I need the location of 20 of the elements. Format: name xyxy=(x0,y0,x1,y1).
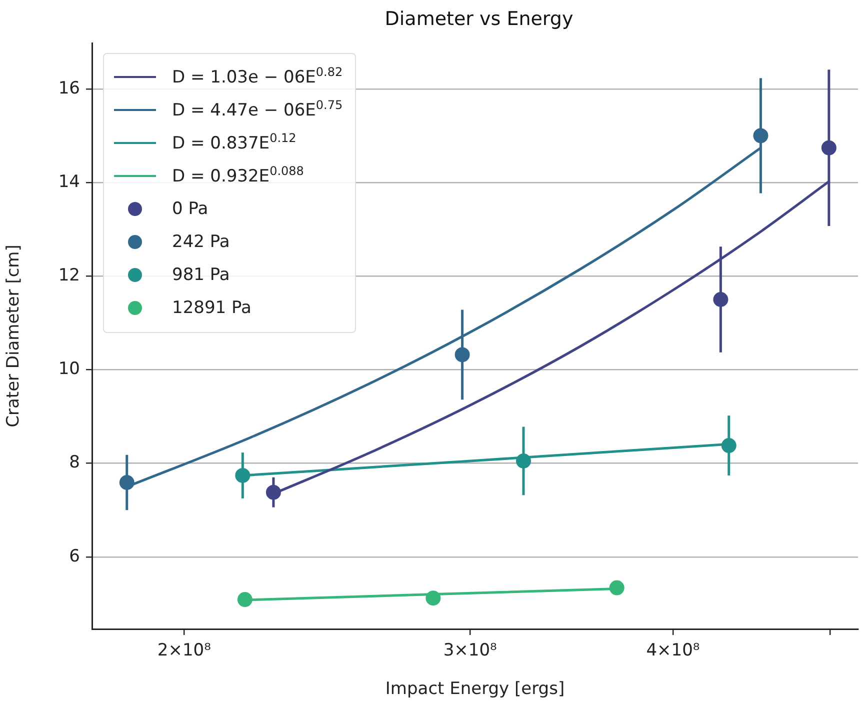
y-axis-title: Crater Diameter [cm] xyxy=(4,244,24,428)
y-tick-label: 8 xyxy=(69,452,80,473)
x-tick-label: 4×10⁸ xyxy=(646,640,700,661)
legend-label: 981 Pa xyxy=(172,264,230,284)
x-tick-label: 3×10⁸ xyxy=(443,640,498,661)
legend-label: 242 Pa xyxy=(172,232,230,252)
y-tick-label: 14 xyxy=(58,172,80,192)
y-tick-label: 16 xyxy=(58,78,80,98)
x-tick-label: 2×10⁸ xyxy=(157,640,212,661)
chart-title: Diameter vs Energy xyxy=(384,8,574,30)
legend-label: 12891 Pa xyxy=(172,298,252,318)
legend-label: D = 0.932E$^{0.088}$ xyxy=(172,164,304,187)
legend-label: D = 0.837E$^{0.12}$ xyxy=(172,131,296,154)
legend-label: D = 4.47e − 06E$^{0.75}$ xyxy=(172,98,343,121)
x-axis-title: Impact Energy [ergs] xyxy=(385,679,565,700)
legend-label: 0 Pa xyxy=(172,198,208,218)
y-tick-label: 6 xyxy=(69,546,80,566)
y-tick-label: 10 xyxy=(58,359,80,380)
y-tick-label: 12 xyxy=(58,266,80,286)
legend-label: D = 1.03e − 06E$^{0.82}$ xyxy=(172,65,343,88)
